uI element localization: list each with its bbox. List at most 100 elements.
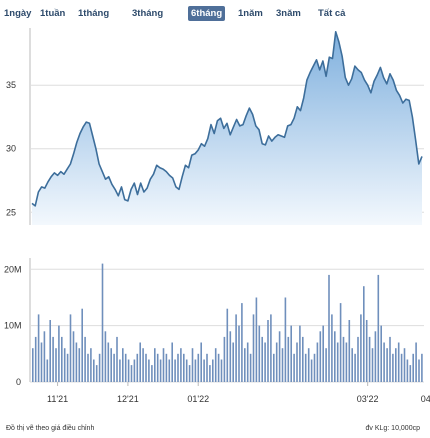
volume-bar	[371, 348, 374, 382]
volume-bar	[418, 359, 420, 382]
volume-bar	[177, 353, 179, 382]
volume-bar	[412, 353, 414, 382]
volume-bar	[127, 359, 130, 382]
x-tick-label: 01'22	[187, 394, 209, 404]
x-tick-label: 03'22	[357, 394, 379, 404]
volume-bar	[66, 353, 69, 382]
volume-bar	[406, 359, 409, 382]
volume-bar	[61, 336, 63, 382]
volume-bar	[273, 353, 275, 382]
volume-bar	[136, 353, 139, 382]
range-tab-7[interactable]: Tất cả	[318, 8, 346, 19]
volume-bar	[296, 342, 298, 382]
volume-bar	[383, 342, 385, 382]
volume-bar	[81, 308, 83, 382]
volume-bar	[116, 336, 118, 382]
x-tick-label: 12'21	[117, 394, 139, 404]
volume-bar	[284, 297, 287, 382]
price-area	[32, 31, 422, 225]
volume-bar	[78, 348, 81, 382]
volume-bar	[267, 320, 269, 382]
volume-bar	[345, 342, 348, 382]
volume-bar	[339, 303, 342, 382]
volume-bar	[363, 286, 365, 382]
volume-bar	[90, 348, 92, 382]
volume-bar	[87, 353, 89, 382]
range-tab-1[interactable]: 1tuần	[40, 8, 66, 19]
volume-bar	[174, 359, 176, 382]
x-tick-label: 04'22	[421, 394, 430, 404]
volume-bar	[214, 348, 217, 382]
volume-bar	[148, 359, 150, 382]
volume-bar	[95, 365, 98, 382]
volume-tick-label: 10M	[4, 321, 22, 331]
volume-bar	[316, 342, 319, 382]
volume-bar	[130, 365, 133, 382]
volume-bar	[232, 342, 234, 382]
volume-bar	[113, 353, 115, 382]
range-tab-4[interactable]: 6tháng	[188, 6, 226, 21]
volume-bar	[261, 336, 263, 382]
range-tab-5[interactable]: 1năm	[238, 8, 263, 19]
volume-bar	[40, 342, 43, 382]
volume-bar	[246, 342, 249, 382]
volume-bar	[58, 325, 60, 382]
volume-bar	[238, 325, 240, 382]
price-series	[31, 31, 423, 225]
volume-bar	[351, 348, 353, 382]
volume-bar	[336, 342, 339, 382]
volume-bar	[110, 348, 112, 382]
volume-bar	[278, 331, 281, 382]
volume-bar	[307, 348, 310, 382]
volume-bar	[156, 353, 159, 382]
volume-bar	[212, 359, 214, 382]
volume-bar	[203, 359, 205, 382]
volume-bar	[32, 348, 34, 382]
volume-bar	[197, 353, 200, 382]
volume-bar	[119, 359, 121, 382]
volume-bar	[249, 353, 252, 382]
volume-bar	[255, 297, 258, 382]
volume-series	[32, 263, 423, 382]
volume-bar	[165, 353, 168, 382]
volume-bar	[183, 353, 185, 382]
volume-bar	[409, 365, 412, 382]
volume-bar	[244, 348, 246, 382]
price-volume-chart: 25 30 35 0 10M 20M 11'21 12'21 01'22 03'22 04'22	[4, 28, 430, 404]
volume-bar	[63, 348, 66, 382]
volume-bar	[229, 331, 232, 382]
volume-bar	[133, 359, 136, 382]
range-tab-2[interactable]: 1tháng	[78, 8, 110, 19]
volume-bar	[304, 353, 307, 382]
volume-bar	[328, 274, 330, 382]
price-tick-label: 25	[6, 207, 16, 217]
volume-bar	[290, 325, 292, 382]
volume-bar	[206, 353, 208, 382]
volume-bar	[101, 263, 104, 382]
price-line	[31, 31, 423, 207]
volume-bar	[322, 325, 324, 382]
volume-bar	[188, 365, 191, 382]
volume-bar	[275, 342, 278, 382]
volume-bar	[400, 353, 403, 382]
volume-bar	[217, 353, 220, 382]
range-tabs: 1ngày 1tuần 1tháng 3tháng 6tháng 1năm 3năm Tất …	[0, 6, 430, 22]
volume-bar	[162, 348, 165, 382]
volume-bar	[145, 353, 147, 382]
volume-bar	[107, 342, 110, 382]
range-tab-0[interactable]: 1ngày	[4, 8, 32, 19]
volume-bar	[421, 353, 423, 382]
volume-bar	[368, 336, 371, 382]
adjusted-price-note: Đồ thị vẽ theo giá điều chỉnh	[6, 425, 95, 432]
volume-bar	[124, 353, 127, 382]
range-tab-3[interactable]: 3tháng	[132, 8, 164, 19]
volume-bar	[52, 336, 54, 382]
volume-bar	[357, 336, 359, 382]
volume-bar	[258, 325, 261, 382]
volume-bar	[281, 348, 284, 382]
range-tab-6[interactable]: 3năm	[276, 8, 301, 19]
volume-bar	[319, 331, 322, 382]
volume-bar	[171, 342, 173, 382]
volume-bar	[415, 342, 417, 382]
x-tick-label: 11'21	[47, 394, 68, 404]
